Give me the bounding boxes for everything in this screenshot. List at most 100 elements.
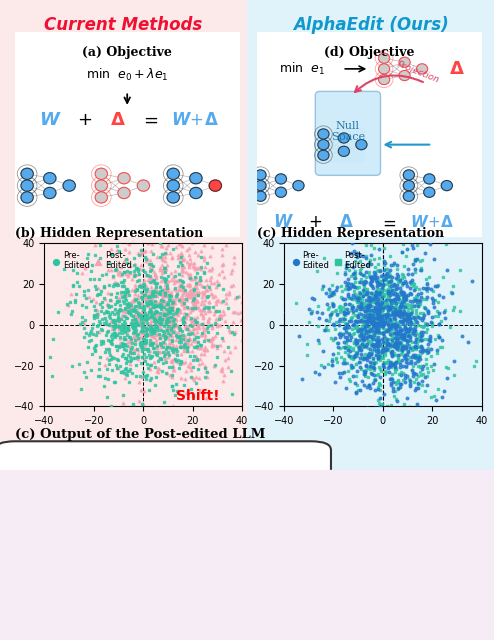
Point bbox=[385, 312, 393, 323]
Point bbox=[383, 339, 391, 349]
Point bbox=[181, 287, 189, 297]
Point bbox=[464, 337, 472, 347]
Point bbox=[388, 301, 396, 312]
Point bbox=[393, 259, 401, 269]
Point bbox=[218, 266, 226, 276]
Point bbox=[166, 317, 174, 327]
Point bbox=[152, 321, 160, 332]
Point bbox=[149, 312, 157, 322]
Point bbox=[341, 310, 349, 321]
Point bbox=[160, 328, 168, 339]
Point bbox=[382, 264, 390, 275]
Point bbox=[361, 339, 369, 349]
Point bbox=[376, 291, 384, 301]
Point bbox=[434, 280, 442, 291]
Point bbox=[122, 353, 130, 364]
Point bbox=[375, 323, 383, 333]
Point bbox=[394, 276, 402, 286]
Point bbox=[186, 289, 194, 299]
Point bbox=[79, 260, 87, 270]
Point bbox=[200, 349, 208, 359]
Point bbox=[166, 248, 174, 258]
Point bbox=[156, 347, 164, 357]
Point bbox=[111, 330, 119, 340]
Point bbox=[198, 281, 206, 291]
Point bbox=[166, 289, 174, 300]
Point bbox=[406, 380, 414, 390]
Point bbox=[305, 303, 313, 314]
Point bbox=[97, 336, 105, 346]
Point bbox=[210, 318, 218, 328]
Point bbox=[384, 355, 392, 365]
Point bbox=[389, 377, 397, 387]
Point bbox=[147, 259, 155, 269]
Point bbox=[127, 319, 135, 329]
Point bbox=[202, 262, 209, 273]
Point bbox=[397, 349, 405, 359]
Point bbox=[407, 308, 414, 318]
Point bbox=[422, 284, 430, 294]
Point bbox=[407, 319, 414, 330]
Point bbox=[112, 340, 120, 351]
Point bbox=[117, 289, 125, 300]
Point bbox=[195, 323, 203, 333]
Point bbox=[107, 316, 115, 326]
Point bbox=[403, 330, 411, 340]
Point bbox=[394, 375, 402, 385]
Point bbox=[157, 342, 165, 352]
Point bbox=[90, 305, 98, 315]
Point bbox=[136, 339, 144, 349]
Point bbox=[411, 350, 419, 360]
Point bbox=[354, 293, 362, 303]
Point bbox=[133, 263, 141, 273]
Point bbox=[384, 305, 392, 315]
Point bbox=[378, 347, 386, 357]
Point bbox=[168, 305, 176, 316]
Point bbox=[352, 294, 360, 305]
Point bbox=[109, 321, 117, 332]
Point bbox=[371, 320, 379, 330]
Point bbox=[392, 284, 400, 294]
Point bbox=[151, 296, 159, 307]
Point bbox=[162, 248, 170, 258]
Point bbox=[216, 320, 224, 330]
Point bbox=[239, 307, 247, 317]
Point bbox=[131, 321, 139, 332]
Point bbox=[387, 275, 395, 285]
Point bbox=[359, 252, 367, 262]
Point bbox=[374, 319, 382, 329]
Point bbox=[218, 365, 226, 376]
Point bbox=[95, 273, 103, 284]
Point bbox=[364, 372, 372, 382]
Point bbox=[179, 330, 187, 340]
Point bbox=[446, 322, 454, 332]
Point bbox=[222, 240, 230, 250]
Point bbox=[129, 310, 137, 321]
Point bbox=[380, 336, 388, 346]
Point bbox=[399, 334, 407, 344]
Point bbox=[376, 314, 384, 324]
Point bbox=[210, 331, 218, 341]
Point bbox=[164, 317, 172, 328]
Point bbox=[356, 341, 364, 351]
Point bbox=[401, 292, 409, 303]
Point bbox=[417, 321, 425, 331]
Point bbox=[180, 308, 188, 318]
Point bbox=[338, 294, 346, 305]
Point bbox=[183, 308, 191, 319]
Point bbox=[406, 402, 414, 412]
Point bbox=[138, 372, 146, 382]
Point bbox=[165, 308, 173, 318]
Point bbox=[148, 326, 156, 337]
Point bbox=[150, 268, 158, 278]
Point bbox=[398, 344, 406, 355]
Point bbox=[373, 324, 381, 335]
Point bbox=[417, 370, 425, 380]
Point bbox=[399, 312, 407, 322]
Point bbox=[359, 291, 367, 301]
Point bbox=[146, 266, 154, 276]
Point bbox=[372, 318, 380, 328]
Point bbox=[102, 305, 110, 316]
Point bbox=[372, 340, 380, 350]
Point bbox=[344, 273, 352, 284]
